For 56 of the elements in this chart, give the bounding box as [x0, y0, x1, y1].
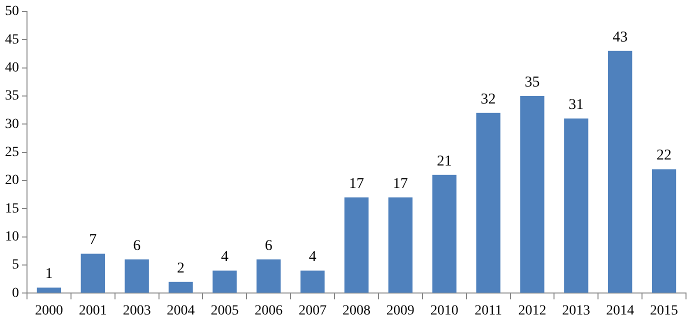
data-label: 35 [524, 74, 540, 90]
x-tick-label: 2012 [518, 303, 546, 318]
x-tick-label: 2006 [254, 303, 283, 318]
y-tick-label: 20 [5, 173, 19, 188]
bar [256, 259, 281, 293]
data-label: 6 [133, 238, 142, 254]
data-label: 21 [436, 153, 452, 170]
bar [124, 259, 149, 293]
data-label: 4 [308, 249, 317, 266]
bar [564, 118, 588, 293]
x-tick-label: 2015 [650, 303, 678, 318]
bar [36, 288, 62, 293]
y-tick-label: 0 [12, 286, 19, 301]
data-label: 17 [349, 176, 364, 192]
x-tick-label: 2011 [474, 303, 502, 318]
bar [520, 96, 544, 293]
x-tick-label: 2001 [78, 303, 107, 318]
y-tick-label: 50 [5, 4, 19, 20]
bar [388, 197, 413, 293]
bar [476, 112, 500, 293]
bar [300, 270, 325, 293]
y-tick-label: 40 [5, 60, 19, 76]
data-label: 32 [480, 91, 496, 108]
bar [344, 197, 369, 293]
data-label: 7 [89, 232, 98, 248]
y-tick-label: 25 [5, 144, 19, 160]
y-tick-label: 45 [5, 32, 19, 48]
x-tick-label: 2004 [166, 303, 195, 318]
x-tick-label: 2000 [34, 303, 63, 318]
x-tick-label: 2007 [298, 303, 327, 318]
y-tick-label: 5 [12, 258, 19, 273]
x-tick-label: 2013 [562, 303, 590, 318]
x-tick-label: 2014 [606, 303, 634, 318]
x-tick-label: 2005 [210, 303, 239, 318]
bar [80, 254, 105, 293]
bar [432, 174, 456, 293]
data-label: 22 [656, 148, 672, 164]
data-label: 4 [220, 249, 229, 266]
x-tick-label: 2003 [122, 303, 151, 318]
y-tick-label: 15 [5, 201, 19, 216]
data-label: 31 [568, 96, 584, 113]
bar [608, 50, 632, 293]
data-label: 2 [177, 260, 185, 276]
data-label: 6 [264, 238, 273, 254]
bar [652, 169, 676, 293]
data-label: 43 [612, 29, 628, 46]
y-tick-label: 30 [5, 116, 19, 132]
y-tick-label: 35 [5, 88, 19, 104]
x-tick-label: 2009 [386, 303, 414, 318]
x-tick-label: 2010 [430, 303, 458, 318]
bar [212, 270, 237, 293]
x-tick-label: 2008 [342, 303, 370, 318]
y-tick-label: 10 [5, 230, 19, 245]
data-label: 1 [45, 266, 53, 282]
bar [168, 282, 193, 293]
data-label: 17 [392, 176, 408, 192]
